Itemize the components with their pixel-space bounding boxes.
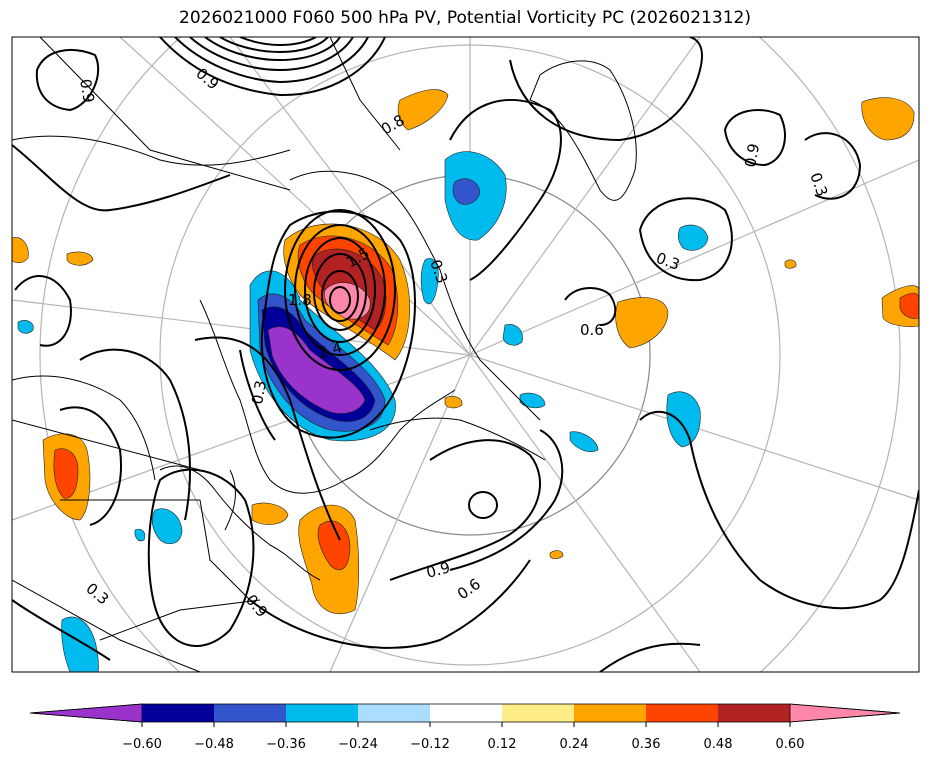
colorbar-tick-label: 0.60 [776,737,805,752]
colorbar-tick-label: −0.60 [122,737,162,752]
colorbar-box [214,704,286,722]
colorbar-boxes [142,704,790,722]
colorbar-tick-label: −0.48 [194,737,234,752]
colorbar-tick-label: −0.36 [266,737,306,752]
contour-label: 0.9 [424,558,452,582]
map-title: 2026021000 F060 500 hPa PV, Potential Vo… [179,8,751,28]
colorbar-box [286,704,358,722]
colorbar-box [718,704,790,722]
coastlines [12,37,637,672]
colorbar-tick-label: 0.48 [704,737,733,752]
colorbar-tick-label: 0.36 [632,737,661,752]
contour-label: 0.9 [741,142,763,169]
colorbar-extend-low [29,703,143,723]
colorbar-box [142,704,214,722]
colorbar: −0.60 −0.48 −0.36 −0.24 −0.12 0.12 0.24 0.36 0.4… [29,703,901,752]
contour-label: 0.3 [248,379,270,406]
colorbar-box [646,704,718,722]
contour-label: 0.9 [76,78,98,105]
colorbar-tick-label: −0.24 [338,737,378,752]
colorbar-box [430,704,502,722]
colorbar-box [574,704,646,722]
colorbar-ticks: −0.60 −0.48 −0.36 −0.24 −0.12 0.12 0.24 0.36 0.4… [122,722,804,752]
colorbar-extend-high [789,703,901,723]
contour-label: 1.8 [288,291,312,309]
colorbar-tick-label: 0.12 [488,737,517,752]
pv-contours [12,37,919,672]
contour-labels: 0.9 0.9 0.9 0.3 0.3 0.6 1.5 1.8 2.4 0.3 … [76,64,831,621]
contour-label: 2.4 [316,338,344,362]
colorbar-box [502,704,574,722]
contour-label: 0.6 [580,321,604,339]
map-frame [11,36,920,673]
colorbar-tick-label: 0.24 [560,737,589,752]
colorbar-tick-label: −0.12 [410,737,450,752]
colorbar-box [358,704,430,722]
map-panel: 0.9 0.9 0.9 0.3 0.3 0.6 1.5 1.8 2.4 0.3 … [12,37,919,672]
